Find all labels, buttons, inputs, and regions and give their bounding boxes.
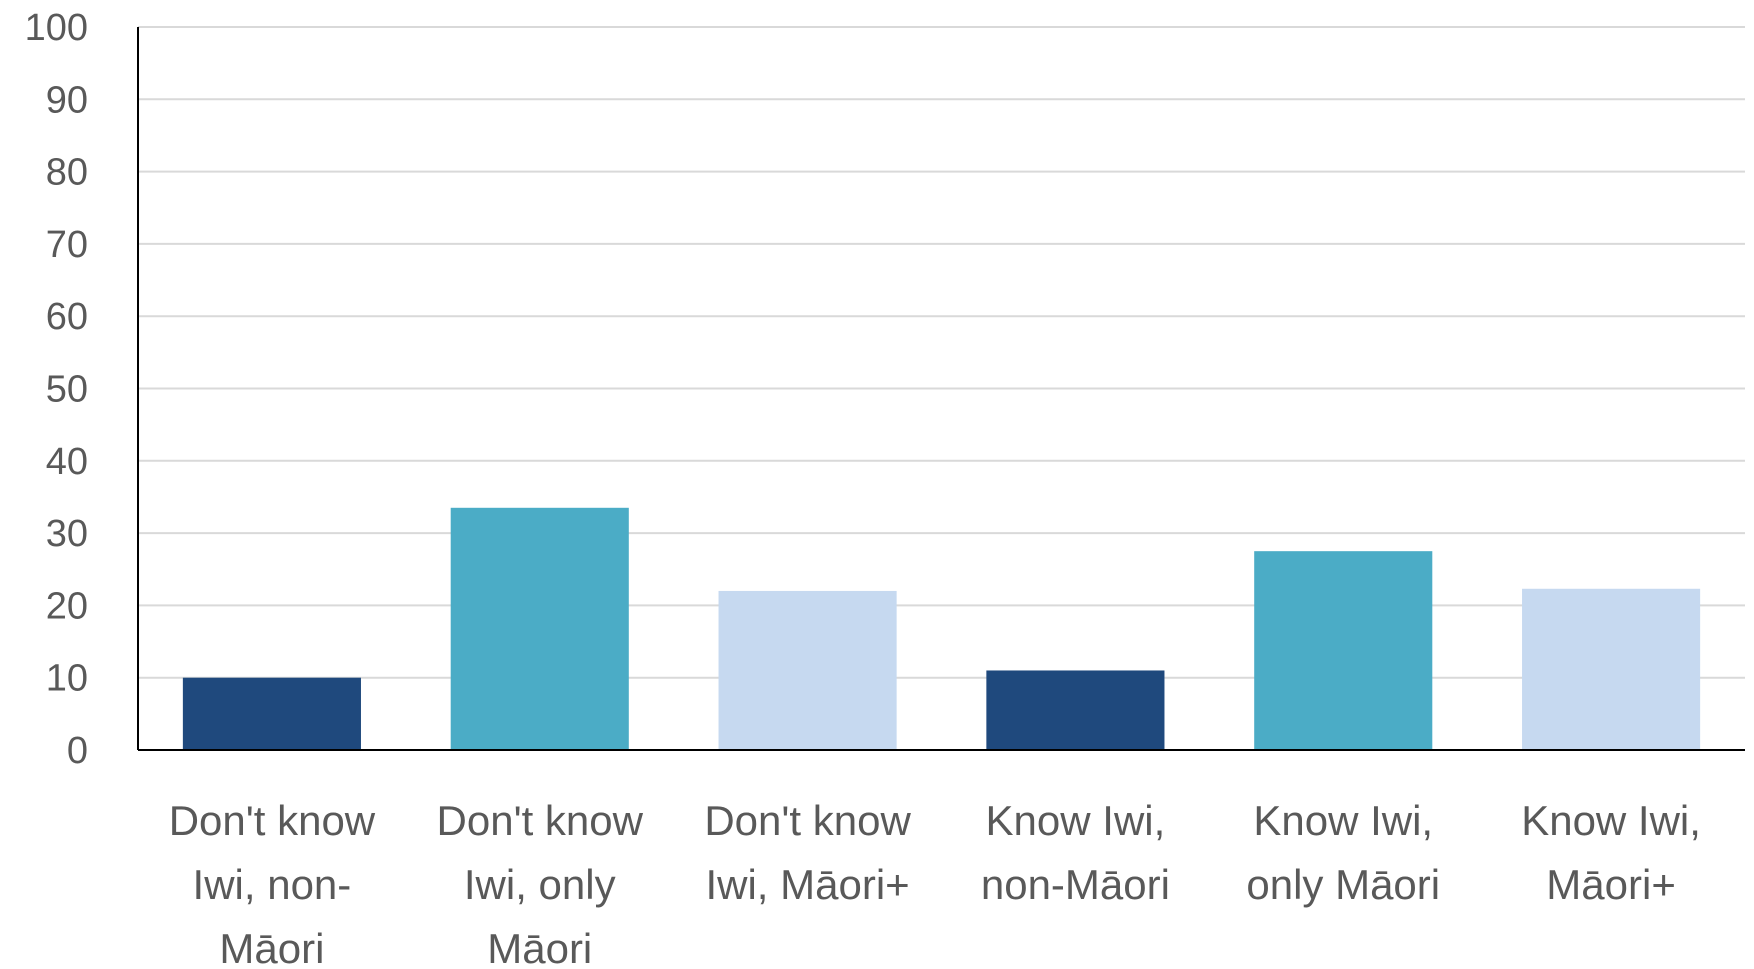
bar [986,670,1165,750]
x-axis-labels: Don't know Iwi, non-Māori Don't know Iwi, o… [169,797,1701,969]
y-tick-label: 70 [46,224,88,266]
y-tick-label: 20 [46,585,88,627]
gridlines [138,26,1745,679]
y-tick-label: 50 [46,369,88,411]
y-tick-label: 60 [46,296,88,338]
y-tick-label: 100 [25,7,88,49]
y-tick-label: 30 [46,513,88,555]
bars [182,507,1701,750]
bar [1522,588,1701,750]
x-category-label: Don't know Iwi, non-Māori [169,797,376,969]
x-category-label: Know Iwi, non-Māori [981,797,1170,908]
bar [718,590,897,750]
x-category-label: Know Iwi, only Māori [1246,797,1440,908]
bar [450,507,629,750]
y-axis-ticks: 0 10 20 30 40 50 60 70 80 90 100 [25,7,88,772]
bar [182,677,361,750]
y-tick-label: 0 [67,730,88,772]
x-category-label: Don't know Iwi, only Māori [437,797,644,969]
y-tick-label: 90 [46,79,88,121]
x-category-label: Know Iwi, Māori+ [1521,797,1701,908]
y-tick-label: 40 [46,441,88,483]
x-category-label: Don't know Iwi, Māori+ [704,797,911,908]
bar [1254,551,1433,750]
y-tick-label: 10 [46,658,88,700]
y-tick-label: 80 [46,152,88,194]
